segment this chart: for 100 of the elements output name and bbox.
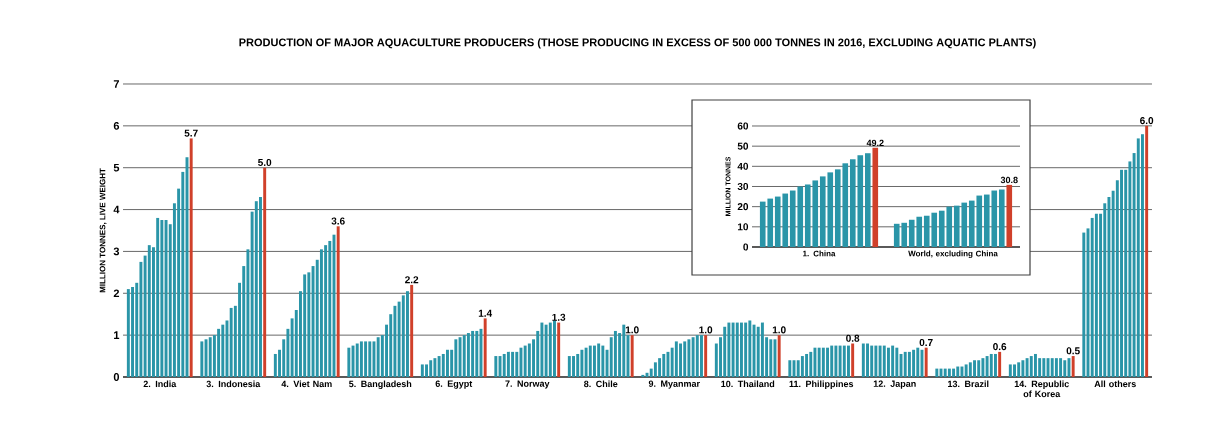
data-label: 0.5	[1066, 347, 1080, 355]
bar	[437, 356, 441, 377]
bar	[658, 358, 662, 377]
bar	[1090, 217, 1094, 377]
bar	[985, 356, 989, 377]
bar	[1006, 184, 1013, 247]
bar	[208, 337, 212, 377]
bar	[410, 284, 414, 377]
y-tick-label: 6	[113, 121, 120, 130]
bar	[446, 349, 449, 377]
bar	[429, 360, 433, 377]
x-tick-label: 7. Norway	[505, 380, 550, 389]
y-tick-label: 20	[737, 203, 749, 211]
bar	[131, 286, 134, 377]
bar	[1050, 358, 1054, 377]
bar	[246, 249, 250, 377]
bar	[393, 305, 397, 377]
bar	[181, 171, 185, 377]
bar	[160, 220, 164, 377]
bar	[851, 343, 855, 377]
bar	[821, 347, 825, 377]
bar	[870, 345, 874, 377]
bar	[981, 358, 985, 377]
data-label: 1.0	[772, 326, 786, 334]
bar	[425, 364, 428, 377]
bar	[441, 353, 445, 377]
bar	[687, 339, 691, 377]
bar	[593, 345, 596, 377]
bar	[221, 324, 225, 377]
bar	[886, 347, 890, 377]
bar	[1029, 356, 1033, 377]
chart-title: PRODUCTION OF MAJOR AQUACULTURE PRODUCERS (THOSE PRODUCING IN EXCESS OF 500 000 TONNES IN 2016, EXCLUDING AQUATIC PLANTS)	[239, 38, 1036, 49]
bar	[263, 167, 267, 377]
bar	[454, 339, 458, 377]
bar	[494, 356, 498, 377]
bar	[756, 326, 760, 377]
data-label: 0.7	[919, 338, 933, 346]
bar	[666, 351, 670, 377]
bar	[679, 343, 682, 377]
bar	[834, 345, 838, 377]
data-label: 5.7	[184, 129, 198, 137]
data-label: 1.3	[552, 313, 566, 321]
x-tick-label: 9. Myanmar	[648, 380, 700, 389]
bar	[147, 245, 151, 377]
bar	[662, 353, 666, 377]
bar	[956, 366, 960, 377]
bar	[588, 345, 592, 377]
bar	[319, 249, 323, 377]
bar	[1082, 232, 1086, 377]
bar	[1008, 364, 1012, 377]
bar	[960, 366, 964, 377]
bar	[557, 322, 561, 377]
x-tick-label: 1. China	[803, 250, 836, 257]
bar	[355, 343, 359, 377]
bar	[947, 368, 951, 377]
bar	[576, 353, 580, 377]
bar	[324, 245, 328, 377]
bar	[903, 351, 907, 377]
bar	[760, 322, 764, 377]
data-label: 1.0	[625, 326, 639, 334]
x-tick-label: 4. Viet Nam	[281, 380, 332, 388]
bar	[695, 335, 699, 377]
bar	[1017, 362, 1021, 377]
bar	[847, 345, 850, 377]
bar	[998, 189, 1005, 247]
bar	[368, 341, 372, 377]
bar	[347, 347, 351, 377]
bar	[580, 349, 584, 377]
bar	[748, 320, 752, 377]
bar	[977, 360, 981, 377]
bar	[286, 328, 290, 377]
bar	[674, 341, 678, 377]
bar	[907, 351, 911, 377]
bar	[916, 347, 920, 377]
bar	[796, 360, 800, 377]
bar	[1059, 358, 1063, 377]
bar	[553, 320, 556, 377]
bar	[809, 351, 813, 377]
data-label: 5.0	[258, 158, 272, 166]
bar	[968, 362, 972, 377]
bar	[515, 351, 519, 377]
bar	[800, 356, 804, 377]
bar	[139, 261, 143, 377]
bar	[1021, 360, 1025, 377]
bar	[1025, 358, 1029, 377]
bar	[217, 328, 221, 377]
bar	[527, 343, 531, 377]
bar	[1145, 125, 1149, 377]
bar	[420, 364, 424, 377]
bar	[830, 345, 834, 377]
bar	[769, 339, 773, 377]
bar	[864, 153, 871, 247]
bar	[336, 226, 340, 377]
bar	[466, 333, 470, 377]
bar	[866, 343, 869, 377]
bar	[1120, 169, 1123, 377]
bar	[204, 339, 208, 377]
bar	[935, 368, 939, 377]
bar	[359, 341, 363, 377]
bar	[817, 347, 821, 377]
